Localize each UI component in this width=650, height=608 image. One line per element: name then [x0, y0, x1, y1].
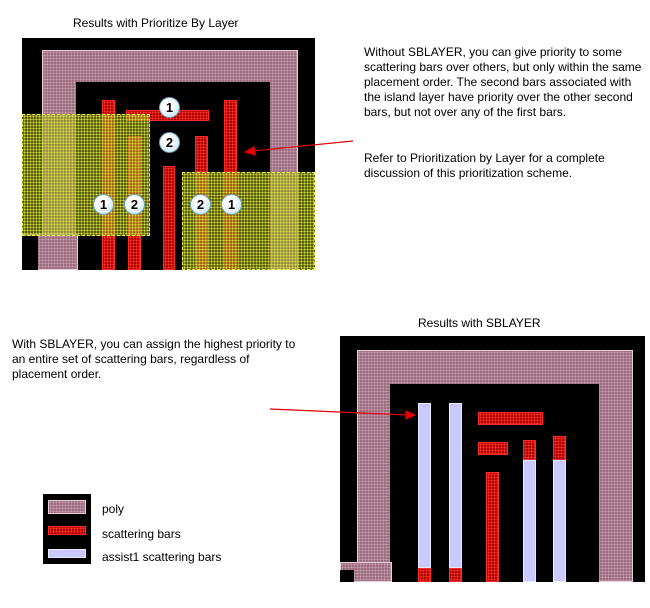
scattering-bar [486, 472, 499, 582]
priority-badge: 2 [124, 194, 145, 215]
scattering-bar [418, 568, 431, 582]
priority-badge: 2 [159, 132, 180, 153]
scattering-bar [449, 568, 462, 582]
scattering-bar [478, 412, 543, 425]
top-description-reference: Refer to Prioritization by Layer for a c… [364, 151, 605, 180]
scattering-bar [163, 166, 175, 270]
priority-badge: 1 [93, 194, 114, 215]
priority-badge: 2 [190, 194, 211, 215]
assist1-swatch-icon [48, 549, 86, 558]
legend-label-scattering-bars: scattering bars [102, 527, 181, 541]
scattering-bar [553, 436, 566, 460]
bottom-layout-figure [340, 336, 645, 582]
bottom-description: With SBLAYER, you can assign the highest… [12, 337, 296, 381]
top-figure-caption: Results with Prioritize By Layer [73, 16, 239, 30]
assist1-scattering-bar [553, 460, 566, 582]
assist1-scattering-bar [523, 460, 536, 582]
scattering-bar [523, 440, 536, 460]
island-layer [182, 172, 315, 270]
legend-swatches [43, 494, 91, 564]
top-layout-figure: 1 2 1 2 2 1 [22, 38, 315, 270]
top-description: Without SBLAYER, you can give priority t… [364, 45, 642, 119]
poly-swatch-icon [48, 500, 86, 514]
priority-badge: 1 [221, 194, 242, 215]
legend-label-poly: poly [102, 502, 125, 516]
poly-foot-gap [22, 236, 38, 270]
scattering-bar [478, 442, 508, 455]
assist1-scattering-bar [418, 403, 431, 568]
assist1-scattering-bar [449, 403, 462, 568]
island-layer [22, 114, 150, 236]
bottom-figure-caption: Results with SBLAYER [418, 316, 541, 330]
arrow-top [243, 140, 354, 156]
priority-badge: 1 [159, 97, 180, 118]
arrow-bottom [269, 408, 417, 420]
scattering-bar-swatch-icon [48, 526, 86, 535]
legend-label-assist1: assist1 scattering bars [102, 550, 222, 564]
poly-foot-gap [340, 570, 354, 582]
